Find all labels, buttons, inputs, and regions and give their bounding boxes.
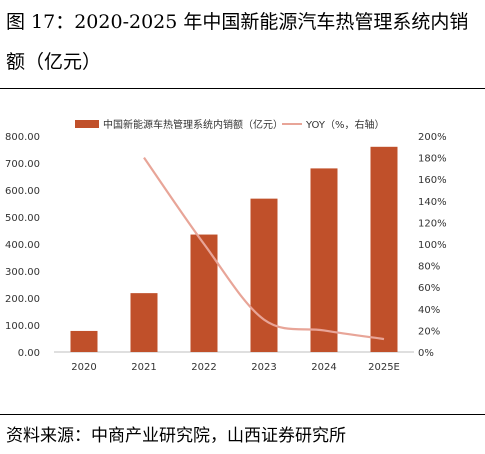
x-tick-label: 2024 [311, 362, 336, 373]
figure-title: 图 17：2020-2025 年中国新能源汽车热管理系统内销额（亿元） [6, 11, 469, 73]
left-tick-label: 300.00 [5, 267, 40, 278]
right-tick-label: 60% [418, 283, 440, 294]
legend-label-sales: 中国新能源车热管理系统内销额（亿元） [103, 118, 283, 131]
right-tick-label: 40% [418, 305, 440, 316]
bar-series [70, 146, 398, 352]
yoy-series [143, 156, 385, 341]
left-axis: 0.00 100.00 200.00 300.00 400.00 500.00 600.00… [5, 132, 40, 359]
source-note: 资料来源：中商产业研究院，山西证券研究所 [6, 426, 346, 446]
left-tick-label: 0.00 [18, 348, 40, 359]
left-tick-label: 100.00 [5, 321, 40, 332]
left-tick-label: 700.00 [5, 159, 40, 170]
right-tick-label: 140% [418, 197, 447, 208]
right-tick-label: 100% [418, 240, 447, 251]
x-tick-label: 2025E [368, 362, 400, 373]
right-tick-label: 200% [418, 132, 447, 143]
left-tick-label: 600.00 [5, 186, 40, 197]
top-rule [0, 88, 485, 89]
chart-svg: 中国新能源车热管理系统内销额（亿元） YOY（%，右轴） 0.00 100.00 2… [5, 118, 447, 373]
legend-swatch-sales [75, 120, 99, 128]
bar [310, 168, 338, 352]
yoy-line [143, 156, 385, 341]
bar [190, 234, 218, 352]
left-tick-label: 800.00 [5, 132, 40, 143]
x-tick-label: 2022 [191, 362, 216, 373]
right-tick-label: 20% [418, 326, 440, 337]
bar [250, 198, 278, 352]
x-tick-label: 2023 [251, 362, 276, 373]
left-tick-label: 200.00 [5, 294, 40, 305]
right-tick-label: 180% [418, 154, 447, 165]
left-tick-label: 500.00 [5, 213, 40, 224]
x-tick-label: 2021 [131, 362, 156, 373]
x-tick-label: 2020 [71, 362, 96, 373]
right-tick-label: 0% [418, 348, 434, 359]
legend-label-yoy: YOY（%，右轴） [305, 118, 385, 131]
right-tick-label: 80% [418, 262, 440, 273]
left-tick-label: 400.00 [5, 240, 40, 251]
legend: 中国新能源车热管理系统内销额（亿元） YOY（%，右轴） [75, 118, 385, 131]
right-tick-label: 160% [418, 175, 447, 186]
bar [370, 146, 398, 352]
bottom-rule [0, 414, 485, 415]
bar [130, 293, 158, 352]
right-axis: 0% 20% 40% 60% 80% 100% 120% 140% 160% 180% 200% [418, 132, 447, 359]
x-axis: 2020 2021 2022 2023 2024 2025E [71, 362, 400, 373]
bar [70, 330, 98, 352]
right-tick-label: 120% [418, 218, 447, 229]
